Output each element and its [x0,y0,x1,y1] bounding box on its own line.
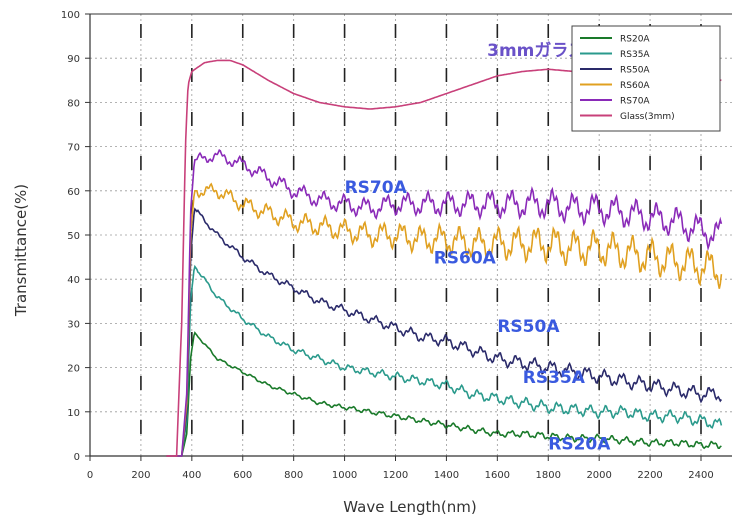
series-line-rs70a [166,149,723,457]
legend-box [571,25,721,132]
y-tick-label: 30 [67,319,80,330]
x-tick-label: 2000 [586,470,611,481]
legend: RS20A RS35A RS50A RS60A RS70A Glass(3mm) [571,25,721,132]
series-line-rs50a [166,207,723,457]
annotation-label: RS35A [523,368,586,388]
annotation-layer: 3mmガラス RS70A RS60A RS50A RS35A RS20A [345,41,612,454]
x-tick-label: 2200 [637,470,662,481]
y-tick-label: 10 [67,408,80,419]
y-tick-label: 0 [74,452,80,463]
y-tick-label: 50 [67,231,80,242]
x-axis-title: Wave Length(nm) [343,498,477,516]
x-tick-label: 2400 [688,470,713,481]
annotation-label: 3mmガラス [487,41,585,61]
y-tick-label: 60 [67,187,80,198]
legend-label: Glass(3mm) [620,112,675,122]
x-tick-label: 600 [233,470,252,481]
x-tick-label: 200 [131,470,150,481]
annotation-label: RS60A [434,249,497,269]
x-tick-label: 1600 [485,470,510,481]
series-line-rs60a [166,182,723,457]
legend-label: RS70A [620,97,650,107]
y-tick-label: 100 [61,10,80,21]
series-line-rs20a [166,331,722,457]
y-tick-label: 40 [67,275,80,286]
y-tick-label: 70 [67,143,80,154]
legend-label: RS35A [620,50,650,60]
y-tick-label: 80 [67,98,80,109]
legend-label: RS20A [620,35,650,45]
series-line-rs35a [166,264,723,457]
annotation-label: RS20A [548,434,611,454]
y-tick-label: 20 [67,364,80,375]
x-tick-label: 1200 [383,470,408,481]
x-tick-label: 1800 [536,470,561,481]
y-tick-label: 90 [67,54,80,65]
x-tick-label: 1400 [434,470,459,481]
annotation-label: RS70A [345,178,408,198]
x-tick-label: 1000 [332,470,357,481]
x-tick-label: 800 [284,470,303,481]
legend-label: RS50A [620,66,650,76]
legend-label: RS60A [620,81,650,91]
annotation-label: RS50A [497,317,560,337]
y-axis-title: Transmittance(%) [12,184,30,317]
x-tick-label: 0 [87,470,93,481]
x-tick-label: 400 [182,470,201,481]
